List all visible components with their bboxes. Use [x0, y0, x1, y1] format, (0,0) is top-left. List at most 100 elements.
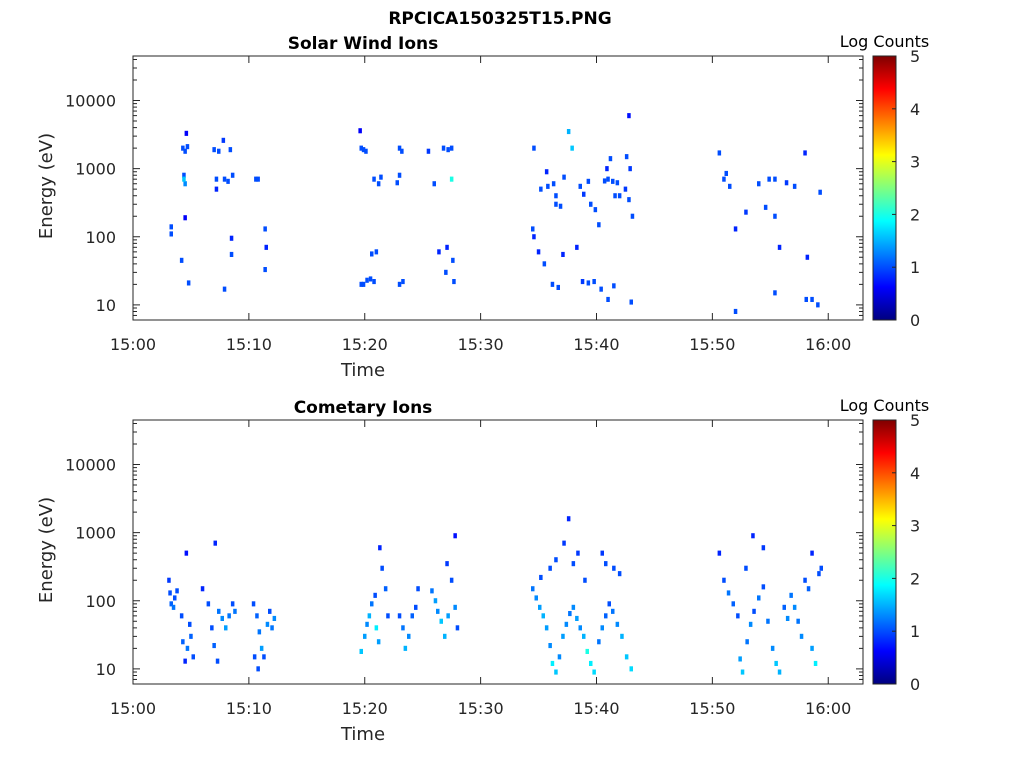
- heatmap-cell: [585, 648, 589, 654]
- heatmap-cell: [733, 308, 738, 314]
- heatmap-cell: [763, 204, 768, 210]
- heatmap-cell: [731, 601, 735, 607]
- heatmap-cell: [611, 608, 615, 614]
- heatmap-cell: [227, 613, 231, 619]
- heatmap-cell: [593, 207, 598, 213]
- heatmap-cell: [433, 598, 438, 604]
- heatmap-cell: [222, 286, 227, 292]
- heatmap-cell: [600, 550, 604, 556]
- heatmap-cell: [364, 148, 368, 154]
- heatmap-cell: [430, 588, 434, 594]
- heatmap-cell: [437, 249, 441, 255]
- heatmap-cell: [789, 592, 793, 598]
- panel-title: Solar Wind Ions: [288, 34, 439, 54]
- heatmap-cell: [803, 577, 807, 583]
- heatmap-cell: [410, 613, 414, 619]
- heatmap-cell: [782, 604, 786, 610]
- y-tick-label: 100: [85, 592, 116, 611]
- heatmap-cell: [397, 172, 402, 178]
- heatmap-cell: [617, 193, 622, 199]
- heatmap-cell: [452, 279, 456, 285]
- heatmap-cell: [806, 586, 811, 592]
- heatmap-cell: [733, 226, 738, 232]
- heatmap-cell: [566, 129, 571, 135]
- heatmap-cell: [770, 645, 775, 651]
- heatmap-cell: [805, 254, 810, 260]
- x-tick-label: 15:10: [226, 335, 272, 354]
- heatmap-cell: [230, 601, 235, 607]
- heatmap-cell: [265, 621, 270, 627]
- heatmap-cell: [407, 633, 411, 639]
- heatmap-cell: [620, 633, 624, 639]
- heatmap-cell: [570, 145, 574, 151]
- heatmap-cell: [628, 166, 632, 172]
- heatmap-cell: [372, 176, 376, 182]
- heatmap-cell: [799, 633, 804, 639]
- heatmap-cell: [169, 231, 173, 237]
- colorbar-tick-label: 3: [910, 517, 920, 536]
- heatmap-cell: [751, 533, 755, 539]
- x-tick-label: 16:00: [805, 335, 851, 354]
- heatmap-cell: [767, 176, 771, 182]
- heatmap-cell: [580, 279, 585, 285]
- heatmap-cell: [189, 633, 193, 639]
- heatmap-cell: [546, 183, 550, 189]
- colorbar-tick-label: 5: [910, 411, 920, 430]
- heatmap-cell: [268, 608, 272, 614]
- heatmap-cells: [169, 113, 822, 314]
- x-tick-label: 15:50: [689, 335, 735, 354]
- x-tick-label: 15:20: [342, 699, 388, 718]
- heatmap-cell: [200, 586, 205, 592]
- heatmap-cell: [367, 613, 372, 619]
- heatmap-cell: [270, 625, 274, 631]
- heatmap-cell: [722, 577, 726, 583]
- panel-title: Cometary Ions: [294, 398, 433, 418]
- heatmap-cell: [426, 148, 431, 154]
- heatmap-cell: [629, 299, 633, 305]
- heatmap-cell: [542, 261, 547, 267]
- heatmap-cell: [370, 251, 374, 257]
- heatmap-cell: [169, 224, 173, 230]
- colorbar-tick-label: 1: [910, 258, 920, 277]
- heatmap-cell: [602, 178, 607, 184]
- y-axis-label: Energy (eV): [36, 133, 57, 239]
- axes-frame: [132, 419, 864, 685]
- heatmap-cell: [441, 145, 446, 151]
- y-tick-label: 1000: [75, 524, 116, 543]
- heatmap-cell: [179, 257, 184, 263]
- heatmap-cell: [191, 654, 195, 660]
- figure-title: RPCICA150325T15.PNG: [388, 9, 611, 29]
- heatmap-cell: [252, 654, 257, 660]
- heatmap-cell: [186, 280, 191, 286]
- heatmap-cell: [548, 565, 552, 571]
- heatmap-cell: [376, 639, 381, 645]
- heatmap-cell: [446, 613, 450, 619]
- heatmap-cell: [761, 584, 766, 590]
- heatmap-cell: [717, 550, 722, 556]
- heatmap-cell: [365, 621, 369, 627]
- heatmap-cell: [571, 561, 576, 567]
- x-tick-label: 16:00: [805, 699, 851, 718]
- x-tick-label: 15:30: [458, 699, 504, 718]
- colorbar-label: Log Counts: [840, 396, 930, 415]
- heatmap-cell: [810, 296, 814, 302]
- heatmap-cell: [592, 279, 596, 285]
- colorbar: [872, 419, 897, 685]
- heatmap-cell: [256, 176, 260, 182]
- heatmap-cell: [539, 574, 543, 580]
- heatmap-cell: [439, 618, 443, 624]
- colorbar-tick-label: 1: [910, 622, 920, 641]
- heatmap-cell: [744, 209, 748, 215]
- heatmap-cell: [586, 280, 591, 286]
- heatmap-cell: [181, 145, 185, 151]
- heatmap-cell: [627, 113, 631, 119]
- heatmap-cell: [416, 586, 420, 592]
- heatmap-cell: [766, 618, 770, 624]
- heatmap-cell: [728, 183, 732, 189]
- heatmap-cell: [589, 201, 593, 207]
- heatmap-cell: [183, 148, 187, 154]
- heatmap-cell: [453, 604, 457, 610]
- heatmap-cell: [451, 257, 455, 263]
- heatmap-cell: [185, 144, 190, 150]
- heatmap-cell: [365, 277, 369, 283]
